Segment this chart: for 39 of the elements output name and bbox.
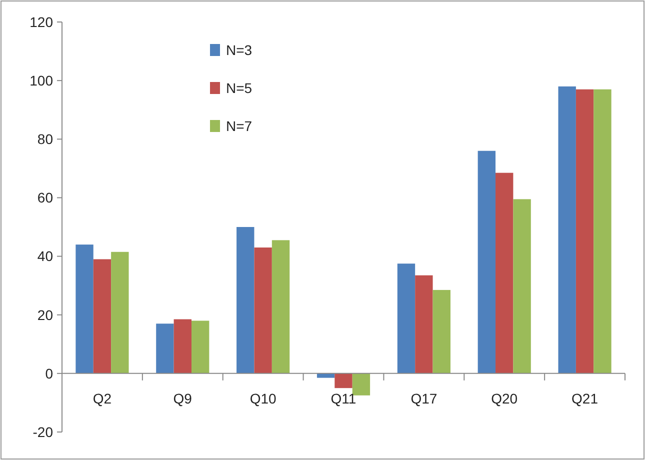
bar bbox=[496, 172, 514, 374]
bar bbox=[316, 373, 335, 378]
x-tick-label: Q17 bbox=[410, 390, 438, 406]
bar bbox=[478, 150, 496, 374]
bar bbox=[594, 89, 612, 374]
y-tick-label: 60 bbox=[37, 190, 54, 206]
legend-label: N=5 bbox=[226, 80, 252, 96]
x-tick-label: Q21 bbox=[572, 390, 598, 406]
bar bbox=[236, 227, 254, 374]
x-tick-label: Q11 bbox=[330, 390, 356, 406]
bar bbox=[76, 244, 94, 374]
y-tick-label: -20 bbox=[32, 424, 54, 440]
y-tick-label: 20 bbox=[37, 306, 54, 323]
legend-label: N=3 bbox=[226, 42, 252, 58]
x-tick-label: Q10 bbox=[250, 390, 277, 406]
y-tick-label: 120 bbox=[30, 14, 54, 30]
y-tick-label: 0 bbox=[45, 365, 54, 382]
bar bbox=[254, 248, 272, 374]
bar bbox=[558, 86, 576, 374]
y-tick-label: 80 bbox=[37, 131, 54, 148]
x-tick-label: Q9 bbox=[173, 390, 192, 406]
bar bbox=[415, 275, 433, 374]
y-tick-label: 100 bbox=[30, 72, 54, 88]
y-tick-label: 40 bbox=[37, 248, 54, 264]
bar bbox=[334, 373, 352, 388]
legend-label: N=7 bbox=[226, 118, 252, 134]
bar bbox=[432, 290, 450, 374]
bar bbox=[156, 324, 174, 374]
bar bbox=[111, 252, 129, 374]
bar bbox=[174, 319, 192, 374]
bar bbox=[272, 240, 290, 374]
bar bbox=[93, 259, 112, 374]
bar bbox=[352, 373, 370, 396]
x-tick-label: Q2 bbox=[92, 390, 112, 406]
bar bbox=[397, 264, 416, 374]
bar bbox=[191, 320, 210, 374]
x-tick-label: Q20 bbox=[491, 390, 518, 406]
bar bbox=[576, 89, 594, 374]
bar bbox=[513, 199, 531, 374]
